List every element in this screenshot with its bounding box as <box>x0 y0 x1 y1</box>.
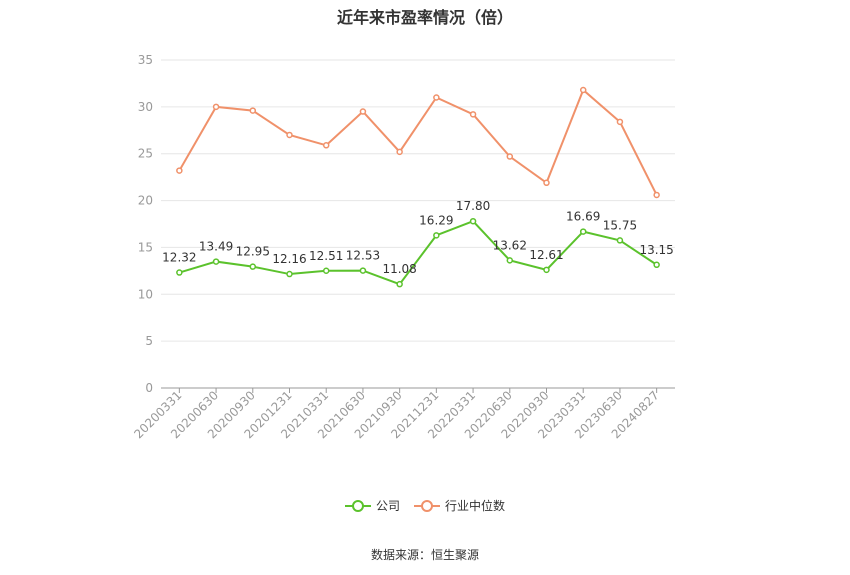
data-label: 16.29 <box>419 213 453 227</box>
legend: 公司 行业中位数 <box>0 497 850 514</box>
data-point <box>322 142 330 149</box>
data-point <box>396 148 403 156</box>
data-point <box>506 153 514 160</box>
data-point <box>212 103 220 111</box>
data-label: 12.95 <box>236 245 270 259</box>
legend-label-company: 公司 <box>375 499 400 513</box>
data-point <box>286 131 293 139</box>
data-point <box>653 261 660 269</box>
y-tick-label: 15 <box>138 240 153 254</box>
data-point <box>543 179 550 187</box>
data-label: 16.69 <box>566 210 600 224</box>
legend-label-industry: 行业中位数 <box>445 499 506 513</box>
data-point <box>616 237 624 244</box>
y-tick-label: 25 <box>138 147 153 161</box>
data-point <box>506 257 514 264</box>
data-label: 12.61 <box>529 248 563 262</box>
data-label: 12.53 <box>346 249 380 263</box>
data-point <box>176 167 183 174</box>
data-label: 13.15 <box>639 243 673 257</box>
data-label: 12.32 <box>162 251 196 265</box>
series-line-industry <box>178 88 658 196</box>
data-point <box>469 111 477 118</box>
series-line-company <box>179 220 658 286</box>
y-tick-label: 0 <box>145 381 153 395</box>
legend-company-marker-icon <box>344 499 371 512</box>
data-label: 13.62 <box>493 238 527 252</box>
data-label: 12.16 <box>272 252 306 266</box>
data-label: 15.75 <box>603 218 637 232</box>
data-label: 12.51 <box>309 249 343 263</box>
data-label: 11.08 <box>382 262 416 276</box>
y-tick-label: 5 <box>145 334 153 348</box>
y-tick-label: 35 <box>138 53 153 67</box>
data-point <box>653 191 660 199</box>
chart-title: 近年来市盈率情况（倍） <box>336 8 513 27</box>
legend-item-industry[interactable]: 行业中位数 <box>414 497 505 514</box>
legend-industry-marker-icon <box>414 499 440 512</box>
data-point <box>616 118 624 126</box>
data-point <box>212 258 220 265</box>
data-point <box>249 107 257 114</box>
data-point <box>176 269 183 276</box>
data-label: 13.49 <box>199 240 233 254</box>
data-point <box>396 280 403 288</box>
data-point <box>469 217 477 225</box>
data-point <box>579 228 587 235</box>
data-label: 17.80 <box>456 199 490 213</box>
data-point <box>579 86 587 94</box>
data-point <box>543 266 550 274</box>
data-point <box>359 267 367 274</box>
y-tick-label: 10 <box>138 287 153 301</box>
data-point <box>286 270 293 278</box>
data-point <box>433 94 440 101</box>
legend-item-company[interactable]: 公司 <box>344 497 400 514</box>
data-point <box>249 263 257 270</box>
data-point <box>433 232 440 239</box>
data-point <box>359 108 367 115</box>
y-tick-label: 30 <box>138 100 153 114</box>
data-source: 数据来源：恒生聚源 <box>370 548 479 562</box>
data-point <box>322 267 330 275</box>
y-tick-label: 20 <box>138 194 153 208</box>
